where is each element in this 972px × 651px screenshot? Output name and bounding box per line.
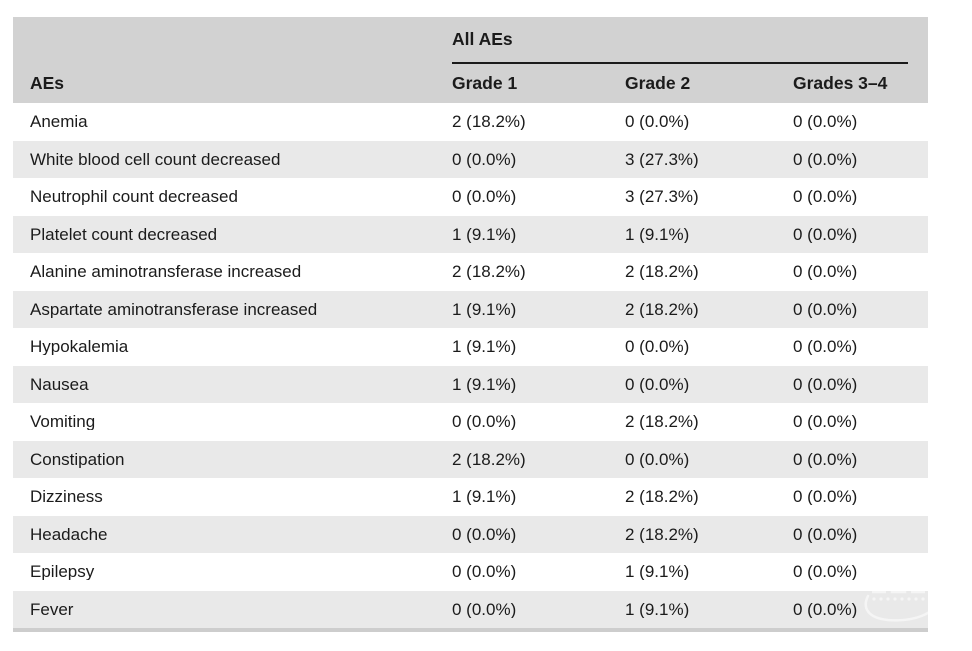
group-header-row: All AEs: [13, 17, 928, 64]
table-row: Alanine aminotransferase increased 2 (18…: [13, 253, 928, 291]
grade2-cell: 1 (9.1%): [625, 600, 690, 618]
table-row: White blood cell count decreased 0 (0.0%…: [13, 140, 928, 178]
ae-name-cell: Fever: [30, 600, 74, 618]
ae-name-cell: White blood cell count decreased: [30, 150, 281, 168]
ae-name-cell: Dizziness: [30, 488, 103, 506]
column-header-aes: AEs: [30, 72, 65, 93]
table-row: Headache 0 (0.0%) 2 (18.2%) 0 (0.0%): [13, 515, 928, 553]
grades34-cell: 0 (0.0%): [793, 450, 858, 468]
grade2-cell: 0 (0.0%): [625, 113, 690, 131]
grade2-cell: 2 (18.2%): [625, 488, 699, 506]
column-header-grade1: Grade 1: [452, 72, 518, 93]
group-header-label: All AEs: [452, 29, 513, 49]
grade1-cell: 0 (0.0%): [452, 150, 517, 168]
grades34-cell: 0 (0.0%): [793, 563, 858, 581]
group-header-all-aes: All AEs: [452, 17, 908, 64]
grade2-cell: 3 (27.3%): [625, 150, 699, 168]
grade1-cell: 0 (0.0%): [452, 525, 517, 543]
table-row: Dizziness 1 (9.1%) 2 (18.2%) 0 (0.0%): [13, 478, 928, 516]
table-row: Nausea 1 (9.1%) 0 (0.0%) 0 (0.0%): [13, 365, 928, 403]
grades34-cell: 0 (0.0%): [793, 375, 858, 393]
ae-name-cell: Platelet count decreased: [30, 225, 218, 243]
table-row: Aspartate aminotransferase increased 1 (…: [13, 290, 928, 328]
grades34-cell: 0 (0.0%): [793, 338, 858, 356]
grades34-cell: 0 (0.0%): [793, 225, 858, 243]
grade1-cell: 1 (9.1%): [452, 300, 517, 318]
table-row: Epilepsy 0 (0.0%) 1 (9.1%) 0 (0.0%): [13, 553, 928, 591]
grade2-cell: 0 (0.0%): [625, 450, 690, 468]
table-body: Anemia 2 (18.2%) 0 (0.0%) 0 (0.0%) White…: [13, 103, 928, 628]
table-header: All AEs AEs Grade 1 Grade 2 Grades 3–4: [13, 17, 928, 103]
column-header-grades34: Grades 3–4: [793, 72, 888, 93]
grade1-cell: 2 (18.2%): [452, 113, 526, 131]
ae-name-cell: Epilepsy: [30, 563, 95, 581]
grade1-cell: 2 (18.2%): [452, 450, 526, 468]
grade1-cell: 1 (9.1%): [452, 225, 517, 243]
grade2-cell: 2 (18.2%): [625, 525, 699, 543]
grade1-cell: 2 (18.2%): [452, 263, 526, 281]
ae-name-cell: Hypokalemia: [30, 338, 129, 356]
grade1-cell: 0 (0.0%): [452, 600, 517, 618]
table-row: Constipation 2 (18.2%) 0 (0.0%) 0 (0.0%): [13, 440, 928, 478]
grade1-cell: 0 (0.0%): [452, 188, 517, 206]
grades34-cell: 0 (0.0%): [793, 113, 858, 131]
grade2-cell: 2 (18.2%): [625, 413, 699, 431]
grades34-cell: 0 (0.0%): [793, 263, 858, 281]
table-row: Vomiting 0 (0.0%) 2 (18.2%) 0 (0.0%): [13, 403, 928, 441]
grades34-cell: 0 (0.0%): [793, 300, 858, 318]
table-row: Platelet count decreased 1 (9.1%) 1 (9.1…: [13, 215, 928, 253]
ae-name-cell: Headache: [30, 525, 108, 543]
grade1-cell: 1 (9.1%): [452, 338, 517, 356]
column-header-row: AEs Grade 1 Grade 2 Grades 3–4: [13, 64, 928, 103]
ae-name-cell: Nausea: [30, 375, 89, 393]
adverse-events-table: All AEs AEs Grade 1 Grade 2 Grades 3–4 A…: [13, 17, 928, 632]
ae-name-cell: Alanine aminotransferase increased: [30, 263, 302, 281]
grades34-cell: 0 (0.0%): [793, 188, 858, 206]
ae-name-cell: Neutrophil count decreased: [30, 188, 238, 206]
grade2-cell: 2 (18.2%): [625, 300, 699, 318]
grade1-cell: 1 (9.1%): [452, 488, 517, 506]
column-header-grade2: Grade 2: [625, 72, 691, 93]
grade2-cell: 0 (0.0%): [625, 338, 690, 356]
table-row: Fever 0 (0.0%) 1 (9.1%) 0 (0.0%): [13, 590, 928, 628]
grade2-cell: 2 (18.2%): [625, 263, 699, 281]
grade1-cell: 0 (0.0%): [452, 413, 517, 431]
grades34-cell: 0 (0.0%): [793, 413, 858, 431]
grade2-cell: 0 (0.0%): [625, 375, 690, 393]
grade1-cell: 0 (0.0%): [452, 563, 517, 581]
table-row: Anemia 2 (18.2%) 0 (0.0%) 0 (0.0%): [13, 103, 928, 141]
grades34-cell: 0 (0.0%): [793, 150, 858, 168]
ae-name-cell: Vomiting: [30, 413, 96, 431]
table-row: Hypokalemia 1 (9.1%) 0 (0.0%) 0 (0.0%): [13, 328, 928, 366]
ae-name-cell: Aspartate aminotransferase increased: [30, 300, 318, 318]
table-bottom-rule: [13, 628, 928, 632]
grade2-cell: 1 (9.1%): [625, 563, 690, 581]
ae-name-cell: Anemia: [30, 113, 88, 131]
table-row: Neutrophil count decreased 0 (0.0%) 3 (2…: [13, 178, 928, 216]
grades34-cell: 0 (0.0%): [793, 488, 858, 506]
grade2-cell: 1 (9.1%): [625, 225, 690, 243]
ae-name-cell: Constipation: [30, 450, 125, 468]
grade2-cell: 3 (27.3%): [625, 188, 699, 206]
grades34-cell: 0 (0.0%): [793, 600, 858, 618]
grades34-cell: 0 (0.0%): [793, 525, 858, 543]
grade1-cell: 1 (9.1%): [452, 375, 517, 393]
